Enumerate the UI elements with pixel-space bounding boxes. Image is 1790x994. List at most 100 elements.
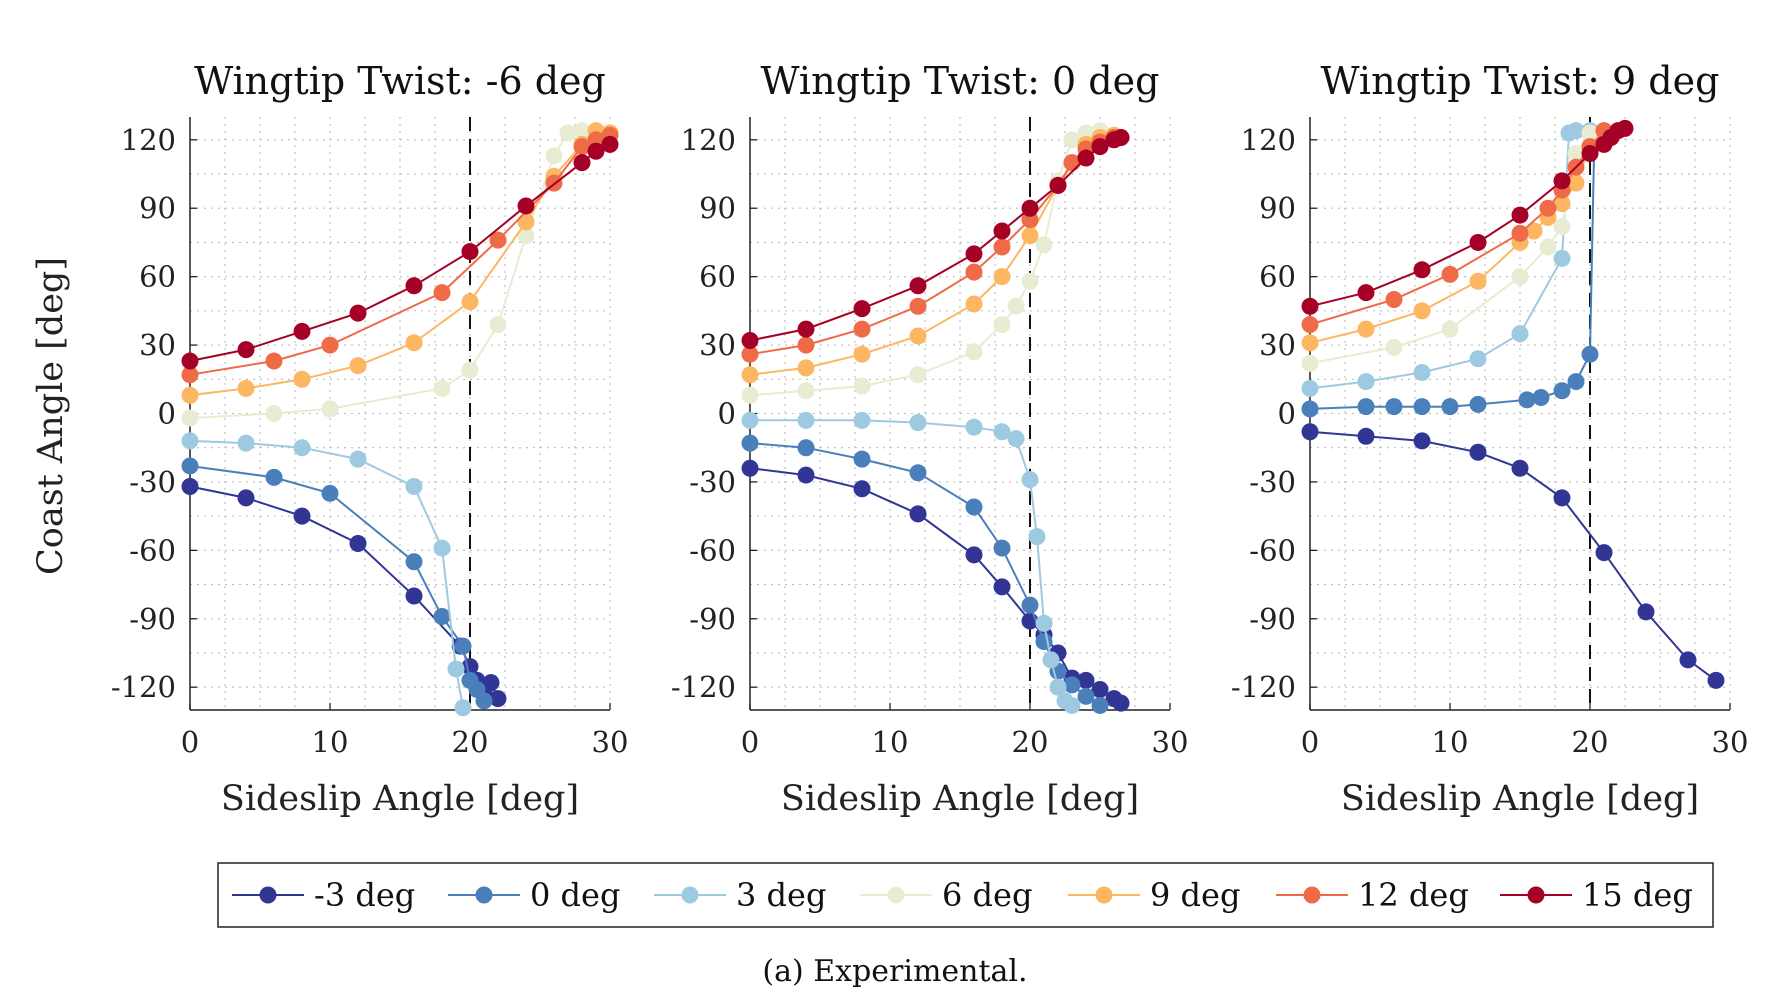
data-point (1441, 320, 1459, 338)
data-point (1707, 671, 1725, 689)
data-point (965, 418, 983, 436)
y-tick-label: 120 (681, 123, 736, 157)
data-point (405, 334, 423, 352)
legend-entry: 3 deg (654, 876, 826, 914)
data-point (1077, 149, 1095, 167)
y-tick-label: 30 (699, 328, 736, 362)
series-12-deg (181, 126, 619, 384)
data-point (965, 498, 983, 516)
data-point (1091, 680, 1109, 698)
data-point (1007, 297, 1025, 315)
data-point (587, 142, 605, 160)
data-point (1028, 528, 1046, 546)
legend-marker (1527, 886, 1545, 904)
data-point (1301, 400, 1319, 418)
data-point (797, 466, 815, 484)
data-point (1301, 316, 1319, 334)
data-point (1532, 389, 1550, 407)
data-point (1042, 651, 1060, 669)
data-point (741, 434, 759, 452)
data-point (1357, 320, 1375, 338)
series-3-deg (181, 432, 472, 717)
data-point (1469, 272, 1487, 290)
data-point (433, 607, 451, 625)
data-point (1553, 172, 1571, 190)
x-tick-label: 20 (452, 725, 489, 759)
data-point (349, 535, 367, 553)
data-point (1035, 614, 1053, 632)
data-point (909, 464, 927, 482)
x-tick-label: 0 (1301, 725, 1319, 759)
data-point (993, 539, 1011, 557)
x-tick-label: 0 (741, 725, 759, 759)
x-tick-label: 10 (1432, 725, 1469, 759)
data-point (741, 366, 759, 384)
data-point (1021, 471, 1039, 489)
series-15-deg (181, 135, 619, 370)
legend-label: 6 deg (942, 876, 1032, 914)
data-point (405, 277, 423, 295)
legend-marker (1095, 886, 1113, 904)
data-point (489, 690, 507, 708)
data-point (965, 295, 983, 313)
legend-entry: 15 deg (1500, 876, 1693, 914)
data-point (1357, 398, 1375, 416)
y-tick-label: -120 (671, 670, 736, 704)
y-tick-label: -30 (129, 465, 176, 499)
data-point (993, 238, 1011, 256)
data-point (1413, 261, 1431, 279)
series-6-deg (181, 122, 591, 427)
y-tick-label: 120 (1241, 123, 1296, 157)
data-point (1021, 199, 1039, 217)
data-point (1357, 427, 1375, 445)
legend-entry: 9 deg (1068, 876, 1240, 914)
series-line (189, 439, 464, 708)
data-point (1469, 443, 1487, 461)
data-point (993, 316, 1011, 334)
data-point (1581, 144, 1599, 162)
panel-title: Wingtip Twist: 9 deg (1321, 59, 1720, 103)
data-point (909, 277, 927, 295)
x-tick-label: 20 (1012, 725, 1049, 759)
legend-label: 3 deg (736, 876, 826, 914)
x-tick-label: 10 (872, 725, 909, 759)
data-point (909, 327, 927, 345)
x-tick-label: 10 (312, 725, 349, 759)
data-point (1063, 131, 1081, 149)
data-point (1021, 227, 1039, 245)
data-point (1063, 676, 1081, 694)
data-point (1567, 122, 1585, 140)
data-point (797, 359, 815, 377)
data-point (853, 450, 871, 468)
data-point (321, 484, 339, 502)
y-tick-label: -60 (689, 533, 736, 567)
data-point (909, 297, 927, 315)
data-point (993, 423, 1011, 441)
data-point (237, 341, 255, 359)
legend-marker (475, 886, 493, 904)
y-tick-label: 0 (718, 397, 736, 431)
legend-marker (887, 886, 905, 904)
data-point (1581, 345, 1599, 363)
grid (1309, 117, 1731, 710)
data-point (433, 539, 451, 557)
data-point (321, 400, 339, 418)
data-point (293, 322, 311, 340)
data-point (293, 507, 311, 525)
y-tick-label: -120 (1231, 670, 1296, 704)
data-point (797, 439, 815, 457)
data-point (1413, 398, 1431, 416)
y-tick-label: -60 (129, 533, 176, 567)
series-line (750, 419, 1073, 707)
data-point (1413, 363, 1431, 381)
data-point (993, 578, 1011, 596)
y-tick-label: -90 (1249, 602, 1296, 636)
data-point (1112, 129, 1130, 147)
data-point (461, 293, 479, 311)
series-line (1309, 430, 1717, 682)
data-point (517, 227, 535, 245)
data-point (1413, 302, 1431, 320)
y-tick-label: 120 (121, 123, 176, 157)
data-point (1091, 138, 1109, 156)
